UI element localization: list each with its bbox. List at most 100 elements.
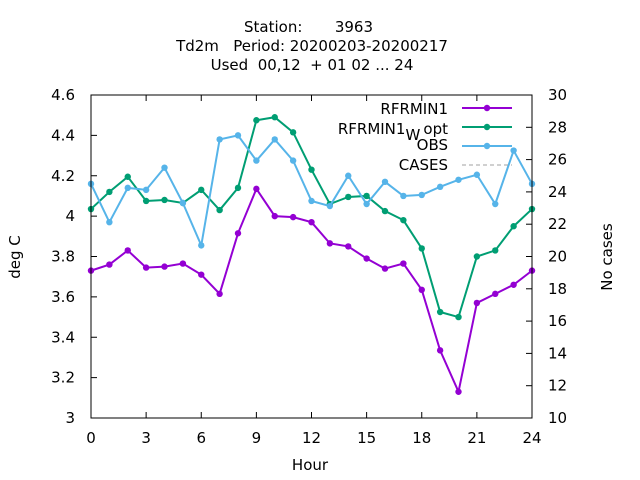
data-point-obs xyxy=(161,164,168,171)
data-point-rfrmin1 xyxy=(289,213,297,221)
x-tick-label: 21 xyxy=(467,429,486,447)
series-line-obs xyxy=(90,134,533,249)
y2-tick-label: 16 xyxy=(548,312,567,330)
data-point-rfrmin1 xyxy=(179,260,187,267)
data-point-rfrmin1 xyxy=(473,299,481,307)
series-layer xyxy=(87,94,536,396)
data-point-rfrmin1 xyxy=(510,281,517,288)
data-point-rfrmin1-w-opt xyxy=(400,216,407,224)
x-tick-label: 0 xyxy=(86,429,96,447)
data-point-rfrmin1-w-opt xyxy=(289,129,297,136)
plot-frame xyxy=(90,94,533,419)
data-point-rfrmin1 xyxy=(106,261,113,268)
data-point-rfrmin1-w-opt xyxy=(308,166,315,173)
data-point-rfrmin1-w-opt xyxy=(436,308,444,316)
legend-samples xyxy=(462,104,512,166)
title-line-2: Td2m Period: 20200203-20200217 xyxy=(175,37,448,55)
legend: RFRMIN1 RFRMIN1W opt OBS CASES xyxy=(338,100,512,174)
y-tick-label: 3.8 xyxy=(51,248,75,266)
chart-title: Station: 3963 Td2m Period: 20200203-2020… xyxy=(175,18,448,74)
series-line-rfrmin1-w-opt xyxy=(90,116,533,319)
data-point-obs xyxy=(455,176,462,183)
data-point-rfrmin1-w-opt xyxy=(492,247,499,254)
data-point-obs xyxy=(106,218,113,226)
data-point-obs xyxy=(179,199,187,207)
y2-tick-label: 24 xyxy=(548,183,567,201)
data-point-rfrmin1 xyxy=(253,185,260,193)
data-point-obs xyxy=(400,192,407,200)
legend-label-obs: OBS xyxy=(417,136,448,154)
data-point-rfrmin1-w-opt xyxy=(345,193,352,201)
data-point-rfrmin1-w-opt xyxy=(142,197,150,205)
title-station-value: 3963 xyxy=(335,18,373,36)
y-tick-label: 3 xyxy=(65,409,75,427)
x-axis-label: Hour xyxy=(292,456,329,474)
data-point-rfrmin1 xyxy=(234,230,242,237)
y2-tick-label: 12 xyxy=(548,377,567,395)
axis-ticks: 0 3 6 9 12 15 18 21 2433.23.43.63.844.24.44.6101… xyxy=(51,86,567,447)
data-point-rfrmin1-w-opt xyxy=(253,117,260,124)
data-point-rfrmin1 xyxy=(400,260,407,267)
y2-tick-label: 26 xyxy=(548,151,567,169)
y2-tick-label: 28 xyxy=(548,118,567,136)
legend-marker-rfrmin1 xyxy=(483,104,491,112)
x-tick-label: 12 xyxy=(302,429,321,447)
y-tick-label: 4 xyxy=(65,207,75,225)
legend-marker-rfrmin1-w-opt xyxy=(483,123,491,131)
data-point-obs xyxy=(436,183,444,191)
data-point-rfrmin1-w-opt xyxy=(234,184,242,192)
data-point-rfrmin1 xyxy=(363,255,370,262)
data-point-rfrmin1 xyxy=(142,264,150,271)
data-point-rfrmin1-w-opt xyxy=(363,192,370,200)
data-point-rfrmin1-w-opt xyxy=(271,114,278,121)
data-point-rfrmin1-w-opt xyxy=(124,173,131,180)
x-tick-label: 9 xyxy=(252,429,262,447)
legend-label-main: RFRMIN1 xyxy=(338,120,406,138)
x-tick-label: 24 xyxy=(522,429,541,447)
legend-label-sub: W xyxy=(405,126,420,144)
data-point-obs xyxy=(418,191,425,199)
x-tick-label: 6 xyxy=(196,429,206,447)
data-point-rfrmin1 xyxy=(308,218,315,226)
y2-tick-label: 14 xyxy=(548,344,567,362)
y2-tick-label: 18 xyxy=(548,280,567,298)
data-point-obs xyxy=(198,242,205,249)
y-tick-label: 3.4 xyxy=(51,328,75,346)
data-point-obs xyxy=(142,186,150,194)
data-point-rfrmin1 xyxy=(271,212,278,220)
legend-label-rfrmin1-w-opt: RFRMIN1W opt xyxy=(338,120,448,144)
data-point-obs xyxy=(271,136,278,143)
x-tick-label: 15 xyxy=(357,429,376,447)
data-point-rfrmin1-w-opt xyxy=(418,245,425,252)
legend-label-rfrmin1: RFRMIN1 xyxy=(380,100,448,118)
data-point-rfrmin1 xyxy=(198,271,205,278)
data-point-rfrmin1-w-opt xyxy=(161,196,168,204)
y-tick-label: 4.6 xyxy=(51,86,75,104)
data-point-rfrmin1 xyxy=(326,240,334,247)
data-point-rfrmin1 xyxy=(124,247,131,254)
data-point-rfrmin1 xyxy=(381,265,389,272)
y-tick-label: 4.4 xyxy=(51,126,75,144)
y2-tick-label: 20 xyxy=(548,248,567,266)
data-point-obs xyxy=(124,184,131,192)
data-point-rfrmin1-w-opt xyxy=(381,207,389,215)
data-point-rfrmin1-w-opt xyxy=(510,223,517,230)
y2-tick-label: 22 xyxy=(548,215,567,233)
y2-tick-label: 30 xyxy=(548,86,567,104)
title-line-3: Used 00,12 + 01 02 ... 24 xyxy=(211,56,414,74)
data-point-obs xyxy=(308,197,315,205)
y-tick-label: 3.2 xyxy=(51,369,75,387)
data-point-rfrmin1 xyxy=(436,347,444,354)
y-axis-label: deg C xyxy=(6,235,24,279)
data-point-obs xyxy=(216,136,223,143)
x-tick-label: 18 xyxy=(412,429,431,447)
data-point-rfrmin1-w-opt xyxy=(198,186,205,194)
data-point-obs xyxy=(492,200,499,208)
data-point-obs xyxy=(234,132,242,139)
data-point-obs xyxy=(326,202,334,210)
data-point-rfrmin1 xyxy=(418,286,425,294)
data-point-obs xyxy=(510,147,517,154)
data-point-obs xyxy=(381,178,389,186)
data-point-rfrmin1 xyxy=(455,388,462,395)
